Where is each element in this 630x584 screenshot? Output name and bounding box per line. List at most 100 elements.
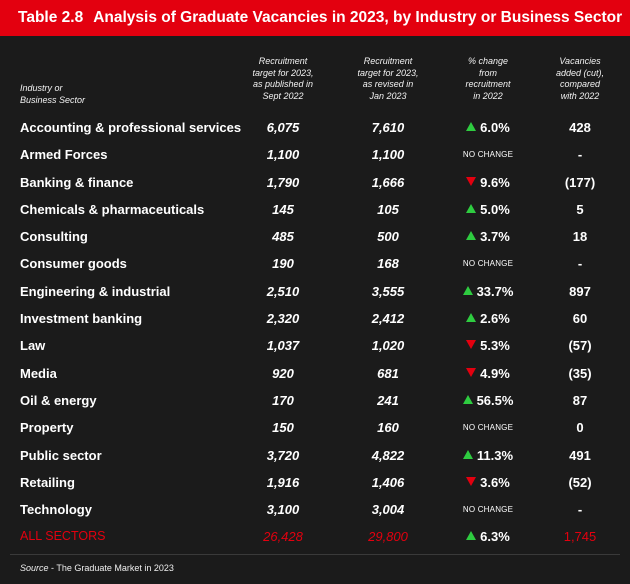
published-target-cell: 1,037 (266, 338, 300, 354)
published-target-cell: 1,100 (266, 147, 300, 163)
sector-cell: Investment banking (20, 311, 143, 327)
published-target-cell: 145 (272, 201, 294, 217)
change-value: NO CHANGE (462, 505, 514, 515)
vacancies-cell: (177) (564, 174, 596, 190)
sector-cell: Accounting & professional services (20, 120, 242, 135)
published-target-cell: 920 (272, 365, 294, 381)
header-line: Business Sector (20, 94, 86, 105)
vacancies-cell: 0 (576, 420, 584, 436)
sector-cell: Public sector (20, 447, 102, 463)
footer-divider (10, 554, 620, 555)
change-cell: 9.6% (446, 175, 530, 190)
triangle-down-icon (466, 176, 477, 186)
table-row: Media 920 681 4.9% (35) (0, 360, 630, 387)
published-target-cell: 2,510 (266, 283, 300, 299)
change-value: NO CHANGE (462, 423, 514, 433)
table-row: Consumer goods 190 168 NO CHANGE - (0, 250, 630, 277)
change-cell: 56.5% (446, 393, 530, 408)
revised-target-cell: 105 (377, 201, 399, 217)
header-line: Recruitment (363, 56, 413, 66)
header-line: Jan 2023 (369, 90, 407, 101)
vacancies-cell: 60 (572, 311, 588, 327)
sector-cell: Engineering & industrial (20, 283, 171, 299)
table-row: Investment banking 2,320 2,412 2.6% 60 (0, 305, 630, 332)
change-value: 33.7% (476, 283, 514, 299)
triangle-up-icon (466, 231, 477, 241)
header-line: recruitment (465, 79, 511, 89)
change-cell: 5.0% (446, 202, 530, 217)
table-row: Consulting 485 500 3.7% 18 (0, 223, 630, 250)
source-label: Source (20, 563, 49, 573)
change-cell: 4.9% (446, 366, 530, 381)
published-target-cell: 1,790 (266, 174, 300, 190)
triangle-up-icon (462, 449, 473, 459)
table-row: Armed Forces 1,100 1,100 NO CHANGE - (0, 141, 630, 168)
change-value: 2.6% (480, 311, 510, 327)
change-cell: 6.3% (446, 529, 530, 544)
change-value: 9.6% (480, 174, 510, 190)
sector-cell: ALL SECTORS (20, 529, 106, 544)
header-line: % change (467, 56, 509, 66)
table-row: Accounting & professional services 6,075 7… (0, 114, 630, 141)
change-value: 3.6% (480, 474, 510, 490)
vacancies-cell: 87 (572, 392, 588, 408)
header-published: Recruitment target for 2023, as publishe… (243, 56, 323, 102)
table-body: Accounting & professional services 6,075 7… (0, 114, 630, 551)
vacancies-cell: - (577, 256, 583, 272)
sector-cell: Chemicals & pharmaceuticals (20, 201, 205, 217)
sector-cell: Consumer goods (20, 256, 127, 272)
revised-target-cell: 3,004 (371, 502, 405, 518)
vacancies-cell: 897 (569, 283, 591, 299)
header-line: added (cut), (555, 67, 605, 78)
header-line: target for 2023, (357, 67, 419, 78)
header-line: Recruitment (258, 56, 308, 66)
change-cell: 5.3% (446, 338, 530, 353)
sector-cell: Law (20, 338, 46, 354)
published-target-cell: 170 (272, 392, 294, 408)
sector-cell: Media (20, 365, 57, 381)
sector-cell: Property (20, 420, 74, 436)
published-target-cell: 6,075 (266, 120, 300, 135)
change-value: NO CHANGE (462, 150, 514, 160)
revised-target-cell: 1,666 (371, 174, 405, 190)
vacancies-cell: 1,745 (563, 529, 597, 545)
table-row: Oil & energy 170 241 56.5% 87 (0, 387, 630, 414)
triangle-up-icon (462, 285, 473, 295)
header-line: Industry or (20, 83, 63, 93)
revised-target-cell: 29,800 (368, 529, 408, 545)
change-value: 4.9% (480, 365, 510, 381)
published-target-cell: 190 (272, 256, 294, 272)
header-sector: Industry or Business Sector (20, 83, 85, 106)
change-cell: 3.6% (446, 475, 530, 490)
vacancies-cell: (52) (568, 474, 592, 490)
sector-cell: Technology (20, 502, 92, 518)
header-line: as published in (252, 79, 314, 89)
vacancies-cell: 428 (569, 120, 591, 135)
published-target-cell: 485 (272, 229, 294, 245)
header-revised: Recruitment target for 2023, as revised … (348, 56, 428, 102)
triangle-down-icon (466, 340, 477, 350)
header-line: target for 2023, (252, 67, 314, 78)
header-line: from (479, 67, 497, 78)
change-cell: NO CHANGE (446, 150, 530, 159)
sector-cell: Banking & finance (20, 174, 134, 190)
vacancies-cell: (57) (568, 338, 592, 354)
revised-target-cell: 1,406 (371, 474, 405, 490)
published-target-cell: 26,428 (263, 529, 303, 545)
vacancies-cell: 491 (569, 447, 591, 463)
revised-target-cell: 241 (377, 392, 399, 408)
triangle-down-icon (466, 476, 477, 486)
header-line: with 2022 (560, 90, 600, 101)
revised-target-cell: 500 (377, 229, 399, 245)
triangle-down-icon (466, 367, 477, 377)
revised-target-cell: 681 (377, 365, 399, 381)
published-target-cell: 3,720 (266, 447, 300, 463)
header-line: Vacancies (559, 56, 601, 66)
change-value: 5.0% (480, 201, 510, 217)
total-row: ALL SECTORS 26,428 29,800 6.3% 1,745 (0, 523, 630, 550)
change-cell: 11.3% (446, 448, 530, 463)
change-cell: NO CHANGE (446, 423, 530, 432)
published-target-cell: 2,320 (266, 311, 300, 327)
vacancies-cell: - (577, 502, 583, 518)
triangle-up-icon (466, 122, 477, 131)
